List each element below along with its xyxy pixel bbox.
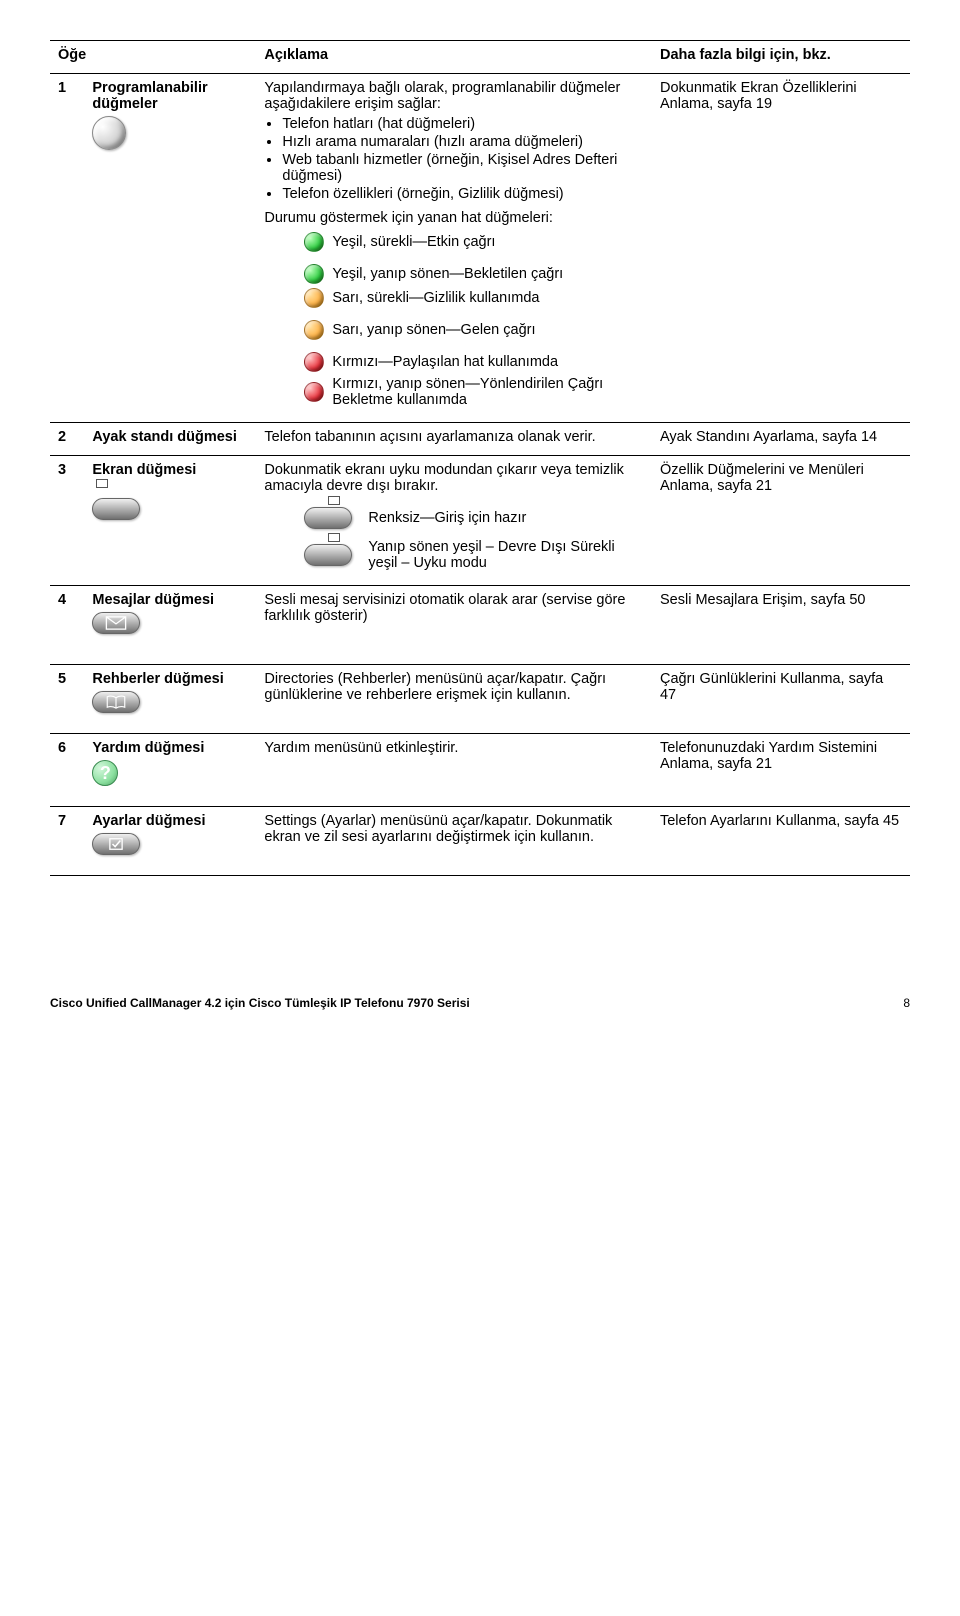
row-desc: Settings (Ayarlar) menüsünü açar/kapatır… — [256, 807, 652, 876]
item-name: Programlanabilir düğmeler — [92, 80, 248, 112]
item-name: Ayarlar düğmesi — [92, 813, 248, 829]
status-intro: Durumu göstermek için yanan hat düğmeler… — [264, 210, 644, 226]
row-ref: Sesli Mesajlara Erişim, sayfa 50 — [652, 586, 910, 665]
row-desc: Yardım menüsünü etkinleştirir. — [256, 734, 652, 807]
led-red-icon — [304, 382, 324, 402]
list-item: Web tabanlı hizmetler (örneğin, Kişisel … — [282, 152, 644, 184]
list-item: Telefon hatları (hat düğmeleri) — [282, 116, 644, 132]
col-ref-header: Daha fazla bilgi için, bkz. — [652, 41, 910, 74]
display-button-icon — [304, 544, 352, 566]
feature-table: Öğe Açıklama Daha fazla bilgi için, bkz.… — [50, 40, 910, 876]
row-num: 6 — [50, 734, 84, 807]
footer-title: Cisco Unified CallManager 4.2 için Cisco… — [50, 996, 470, 1010]
row-desc: Dokunmatik ekranı uyku modundan çıkarır … — [256, 456, 652, 586]
led-status: Yeşil, yanıp sönen—Bekletilen çağrı — [304, 264, 644, 284]
row-ref: Telefonunuzdaki Yardım Sistemini Anlama,… — [652, 734, 910, 807]
mini-screen-icon — [328, 496, 340, 505]
row-item: Ekran düğmesi — [84, 456, 256, 586]
row-num: 2 — [50, 423, 84, 456]
row-ref: Ayak Standını Ayarlama, sayfa 14 — [652, 423, 910, 456]
list-item: Telefon özellikleri (örneğin, Gizlilik d… — [282, 186, 644, 202]
row-desc: Telefon tabanının açısını ayarlamanıza o… — [256, 423, 652, 456]
item-name: Yardım düğmesi — [92, 740, 248, 756]
sub-status: Yanıp sönen yeşil – Devre Dışı Sürekli y… — [304, 533, 644, 571]
col-item-header: Öğe — [50, 41, 256, 74]
row-desc: Directories (Rehberler) menüsünü açar/ka… — [256, 665, 652, 734]
row-item: Ayarlar düğmesi — [84, 807, 256, 876]
item-name: Mesajlar düğmesi — [92, 592, 248, 608]
settings-button-icon — [92, 833, 140, 855]
row-num: 3 — [50, 456, 84, 586]
mini-screen-icon — [328, 533, 340, 542]
desc-text: Dokunmatik ekranı uyku modundan çıkarır … — [264, 462, 644, 494]
table-row: 2 Ayak standı düğmesi Telefon tabanının … — [50, 423, 910, 456]
display-button-icon — [92, 498, 140, 520]
row-ref: Telefon Ayarlarını Kullanma, sayfa 45 — [652, 807, 910, 876]
table-row: 4 Mesajlar düğmesi Sesli mesaj servisini… — [50, 586, 910, 665]
row-num: 7 — [50, 807, 84, 876]
table-row: 1 Programlanabilir düğmeler Yapılandırma… — [50, 74, 910, 423]
led-green-icon — [304, 232, 324, 252]
col-desc-header: Açıklama — [256, 41, 652, 74]
row-item: Programlanabilir düğmeler — [84, 74, 256, 423]
led-status: Sarı, sürekli—Gizlilik kullanımda — [304, 288, 644, 308]
table-row: 7 Ayarlar düğmesi Settings (Ayarlar) men… — [50, 807, 910, 876]
row-item: Ayak standı düğmesi — [84, 423, 256, 456]
row-ref: Dokunmatik Ekran Özelliklerini Anlama, s… — [652, 74, 910, 423]
book-icon — [105, 695, 127, 709]
feature-list: Telefon hatları (hat düğmeleri) Hızlı ar… — [264, 116, 644, 202]
page-footer: Cisco Unified CallManager 4.2 için Cisco… — [50, 996, 910, 1010]
desc-intro: Yapılandırmaya bağlı olarak, programlana… — [264, 80, 644, 112]
page-number: 8 — [903, 996, 910, 1010]
mini-screen-icon — [96, 479, 108, 488]
item-name: Ekran düğmesi — [92, 462, 248, 478]
table-row: 5 Rehberler düğmesi Directories (Rehberl… — [50, 665, 910, 734]
led-red-icon — [304, 352, 324, 372]
row-num: 1 — [50, 74, 84, 423]
row-ref: Özellik Düğmelerini ve Menüleri Anlama, … — [652, 456, 910, 586]
table-row: 6 Yardım düğmesi ? Yardım menüsünü etkin… — [50, 734, 910, 807]
item-name: Ayak standı düğmesi — [92, 429, 248, 445]
led-status: Kırmızı—Paylaşılan hat kullanımda — [304, 352, 644, 372]
help-button-icon: ? — [92, 760, 118, 786]
list-item: Hızlı arama numaraları (hızlı arama düğm… — [282, 134, 644, 150]
display-button-icon — [304, 507, 352, 529]
led-status: Kırmızı, yanıp sönen—Yönlendirilen Çağrı… — [304, 376, 644, 408]
row-item: Mesajlar düğmesi — [84, 586, 256, 665]
led-orange-icon — [304, 288, 324, 308]
row-item: Yardım düğmesi ? — [84, 734, 256, 807]
messages-button-icon — [92, 612, 140, 634]
directories-button-icon — [92, 691, 140, 713]
checkbox-icon — [105, 837, 127, 851]
led-orange-icon — [304, 320, 324, 340]
item-name: Rehberler düğmesi — [92, 671, 248, 687]
led-status: Yeşil, sürekli—Etkin çağrı — [304, 232, 644, 252]
programmable-button-icon — [92, 116, 126, 150]
envelope-icon — [105, 616, 127, 630]
row-num: 5 — [50, 665, 84, 734]
sub-status: Renksiz—Giriş için hazır — [304, 496, 644, 529]
row-num: 4 — [50, 586, 84, 665]
led-status: Sarı, yanıp sönen—Gelen çağrı — [304, 320, 644, 340]
table-row: 3 Ekran düğmesi Dokunmatik ekranı uyku m… — [50, 456, 910, 586]
row-desc: Yapılandırmaya bağlı olarak, programlana… — [256, 74, 652, 423]
led-green-icon — [304, 264, 324, 284]
table-header-row: Öğe Açıklama Daha fazla bilgi için, bkz. — [50, 41, 910, 74]
row-desc: Sesli mesaj servisinizi otomatik olarak … — [256, 586, 652, 665]
row-ref: Çağrı Günlüklerini Kullanma, sayfa 47 — [652, 665, 910, 734]
row-item: Rehberler düğmesi — [84, 665, 256, 734]
